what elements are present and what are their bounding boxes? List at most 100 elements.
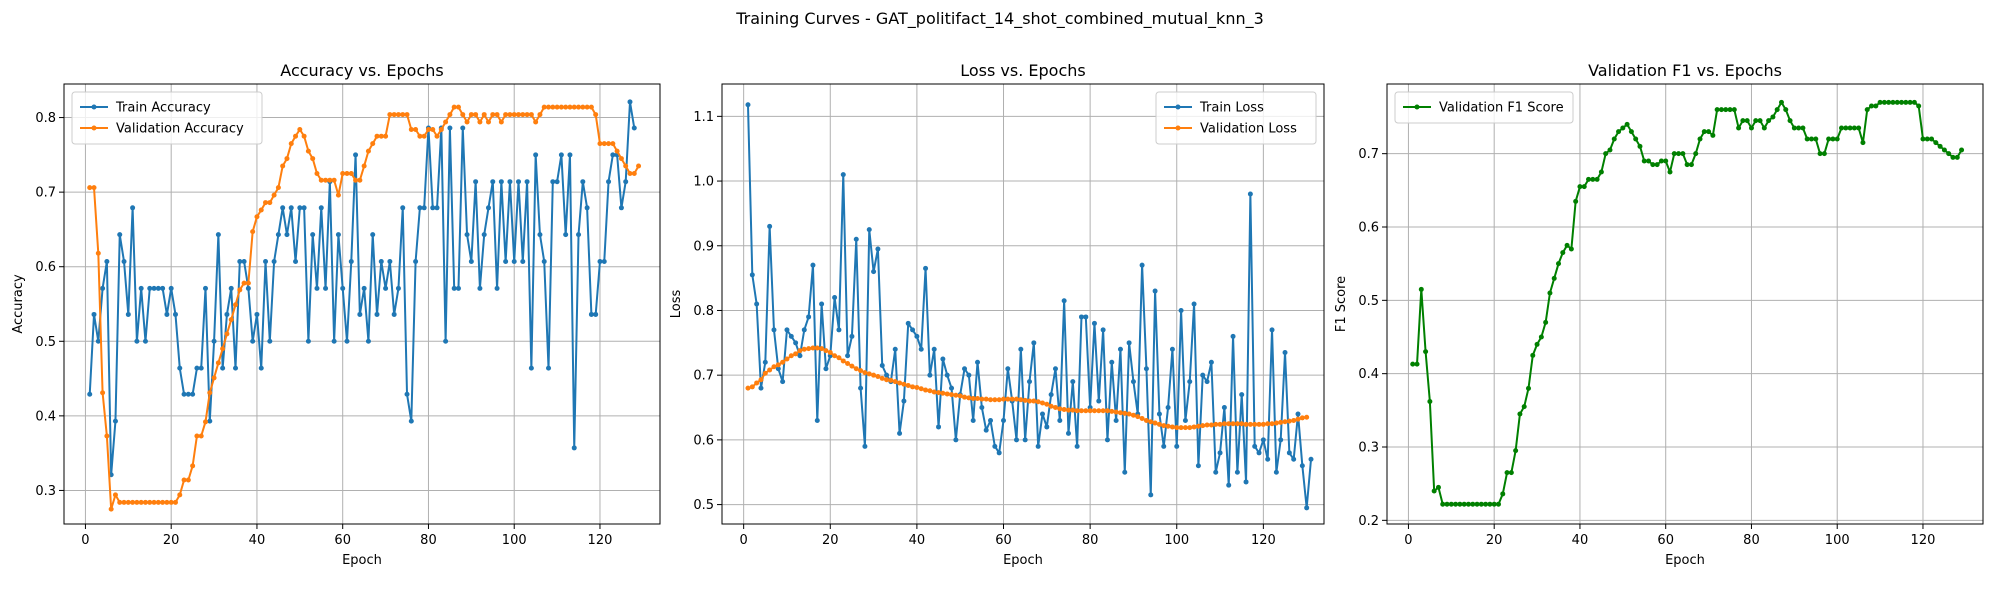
data-point	[288, 141, 294, 147]
data-point	[936, 390, 942, 396]
data-point	[1581, 184, 1587, 190]
data-point	[1130, 412, 1136, 418]
data-point	[130, 499, 136, 505]
data-point	[1465, 501, 1471, 507]
data-point	[1444, 501, 1450, 507]
data-point	[331, 338, 337, 344]
data-point	[966, 395, 972, 401]
data-point	[425, 126, 431, 132]
data-point	[1304, 505, 1310, 511]
data-point	[151, 285, 157, 291]
plot-frame	[63, 83, 661, 525]
data-point	[1295, 411, 1301, 417]
data-point	[91, 185, 97, 191]
data-point	[95, 338, 101, 344]
data-point	[1143, 417, 1149, 423]
data-point	[588, 311, 594, 317]
data-point	[793, 351, 799, 357]
data-point	[806, 346, 812, 352]
data-point	[365, 338, 371, 344]
data-point	[1654, 162, 1660, 168]
data-point	[516, 112, 522, 118]
data-point	[1817, 151, 1823, 157]
data-point	[905, 320, 911, 326]
data-point	[1256, 450, 1262, 456]
data-point	[1727, 107, 1733, 113]
data-point	[775, 362, 781, 368]
data-point	[749, 384, 755, 390]
data-point	[1022, 437, 1028, 443]
data-point	[563, 232, 569, 238]
chart-title: Loss vs. Epochs	[960, 61, 1085, 80]
y-axis-label: Accuracy	[11, 274, 26, 334]
data-point	[1239, 421, 1245, 427]
data-point	[1911, 99, 1917, 105]
data-point	[1470, 501, 1476, 507]
data-point	[840, 358, 846, 364]
y-tick-label: 0.6	[693, 433, 714, 448]
data-point	[378, 258, 384, 264]
data-point	[520, 258, 526, 264]
data-point	[992, 397, 998, 403]
data-point	[788, 353, 794, 359]
data-point	[1924, 136, 1930, 142]
data-point	[348, 258, 354, 264]
data-point	[1130, 379, 1136, 385]
data-point	[1517, 411, 1523, 417]
data-point	[992, 443, 998, 449]
data-point	[927, 388, 933, 394]
data-point	[1247, 191, 1253, 197]
data-point	[1440, 501, 1446, 507]
data-point	[1646, 158, 1652, 164]
data-point	[383, 285, 389, 291]
data-point	[944, 391, 950, 397]
data-point	[1869, 103, 1875, 109]
data-point	[1001, 417, 1007, 423]
data-point	[1410, 361, 1416, 367]
data-point	[1009, 396, 1015, 402]
data-point	[202, 419, 208, 425]
data-point	[1521, 404, 1527, 410]
data-point	[1035, 399, 1041, 405]
legend-marker	[91, 125, 97, 131]
x-tick-label: 80	[1743, 533, 1760, 548]
data-point	[438, 126, 444, 132]
data-point	[910, 327, 916, 333]
data-point	[823, 366, 829, 372]
data-point	[1139, 416, 1145, 422]
data-point	[1048, 403, 1054, 409]
data-point	[1061, 298, 1067, 304]
data-point	[1074, 408, 1080, 414]
series-validation-loss	[745, 345, 1310, 431]
data-point	[361, 163, 367, 169]
data-point	[580, 179, 586, 185]
data-point	[758, 377, 764, 383]
data-point	[237, 287, 243, 293]
data-point	[858, 385, 864, 391]
data-point	[1109, 408, 1115, 414]
data-point	[762, 359, 768, 365]
data-point	[117, 499, 123, 505]
legend-box	[1394, 91, 1574, 124]
series-validation-f1-score	[1410, 99, 1965, 507]
data-point	[979, 396, 985, 402]
data-point	[1200, 372, 1206, 378]
data-point	[541, 258, 547, 264]
data-point	[957, 393, 963, 399]
data-point	[250, 229, 256, 235]
y-axis-label: Loss	[669, 290, 684, 319]
data-point	[318, 205, 324, 211]
legend-box	[1155, 91, 1317, 145]
data-point	[618, 205, 624, 211]
data-point	[1933, 140, 1939, 146]
data-point	[533, 152, 539, 158]
data-point	[1161, 423, 1167, 429]
data-point	[1070, 407, 1076, 413]
data-point	[395, 112, 401, 118]
data-point	[1065, 407, 1071, 413]
data-point	[806, 314, 812, 320]
data-point	[198, 365, 204, 371]
data-point	[528, 365, 534, 371]
data-point	[1161, 443, 1167, 449]
data-point	[1556, 261, 1562, 267]
